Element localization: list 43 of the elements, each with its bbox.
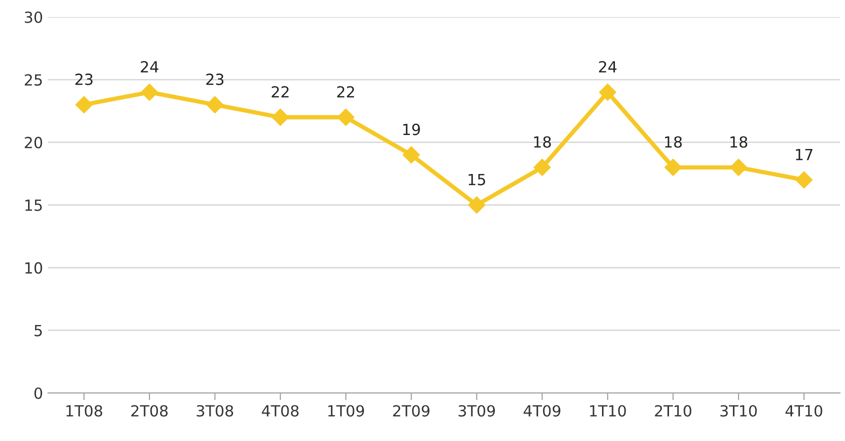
y-tick-label: 30 — [24, 11, 42, 24]
x-tick-label: 2T10 — [654, 405, 692, 417]
x-tick-label: 1T08 — [66, 405, 102, 417]
point — [468, 196, 486, 214]
data-label: 23 — [206, 74, 224, 86]
point — [730, 158, 748, 176]
data-label: 24 — [140, 61, 158, 72]
data-label: 18 — [665, 136, 682, 148]
data-label: 24 — [599, 61, 616, 72]
data-label: 17 — [796, 148, 812, 160]
x-tick-label: 1T10 — [590, 405, 626, 417]
point — [795, 171, 813, 188]
x-tick-label: 3T09 — [458, 405, 495, 417]
x-tick-label: 3T10 — [720, 405, 757, 417]
y-tick-label: 0 — [34, 387, 42, 400]
data-label: 22 — [337, 86, 354, 98]
y-tick-label: 25 — [24, 74, 42, 86]
data-label: 23 — [75, 74, 92, 86]
data-label: 18 — [730, 136, 748, 148]
point — [272, 108, 289, 126]
data-label: 18 — [534, 136, 551, 148]
point — [140, 84, 158, 101]
point — [206, 96, 224, 114]
y-tick-label: 10 — [25, 262, 42, 274]
data-label: 15 — [468, 174, 486, 186]
data-label: 19 — [403, 124, 420, 136]
x-tick-label: 2T08 — [131, 405, 168, 417]
point — [402, 146, 420, 164]
point — [337, 108, 354, 126]
data-label: 22 — [272, 86, 289, 98]
y-tick-label: 5 — [34, 325, 42, 336]
x-tick-label: 4T09 — [524, 405, 560, 417]
x-tick-label: 3T08 — [196, 405, 234, 417]
x-tick-label: 2T09 — [393, 405, 430, 417]
point — [75, 96, 93, 114]
point — [599, 84, 616, 101]
y-tick-label: 15 — [25, 200, 42, 212]
point — [534, 158, 551, 176]
point — [664, 158, 682, 176]
y-tick-label: 20 — [24, 136, 42, 148]
x-tick-label: 4T10 — [786, 405, 822, 417]
x-tick-label: 4T08 — [262, 405, 299, 417]
x-tick-label: 1T09 — [328, 405, 364, 417]
